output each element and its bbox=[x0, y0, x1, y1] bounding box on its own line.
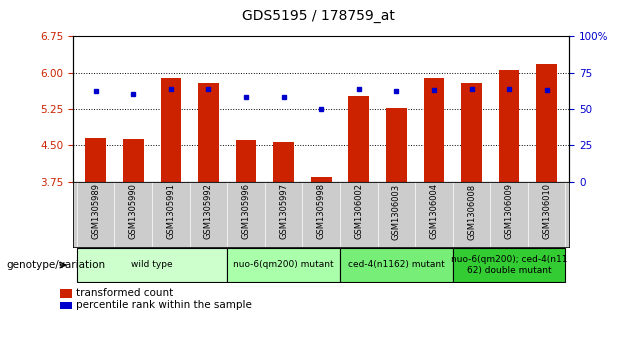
Text: GSM1305989: GSM1305989 bbox=[91, 183, 100, 240]
Text: GDS5195 / 178759_at: GDS5195 / 178759_at bbox=[242, 9, 394, 23]
Text: ced-4(n1162) mutant: ced-4(n1162) mutant bbox=[348, 261, 445, 269]
Bar bbox=[273, 142, 294, 182]
Bar bbox=[236, 140, 256, 182]
Bar bbox=[198, 83, 219, 182]
Bar bbox=[123, 139, 144, 182]
Text: GSM1305996: GSM1305996 bbox=[242, 183, 251, 240]
Bar bbox=[85, 138, 106, 182]
Text: GSM1306008: GSM1306008 bbox=[467, 183, 476, 240]
Bar bbox=[461, 83, 482, 182]
Text: GSM1305997: GSM1305997 bbox=[279, 183, 288, 240]
Bar bbox=[60, 289, 72, 298]
Text: GSM1305991: GSM1305991 bbox=[167, 183, 176, 239]
Text: genotype/variation: genotype/variation bbox=[6, 260, 106, 270]
Bar bbox=[160, 78, 181, 182]
Bar bbox=[424, 78, 445, 182]
Text: GSM1306004: GSM1306004 bbox=[429, 183, 438, 240]
FancyBboxPatch shape bbox=[77, 248, 227, 282]
Text: transformed count: transformed count bbox=[76, 288, 174, 298]
Text: GSM1306002: GSM1306002 bbox=[354, 183, 363, 240]
Bar bbox=[311, 177, 331, 182]
FancyBboxPatch shape bbox=[227, 248, 340, 282]
Bar bbox=[499, 70, 520, 182]
Bar bbox=[536, 64, 557, 182]
Text: nuo-6(qm200) mutant: nuo-6(qm200) mutant bbox=[233, 261, 334, 269]
Bar bbox=[349, 96, 369, 182]
Text: percentile rank within the sample: percentile rank within the sample bbox=[76, 300, 252, 310]
Text: GSM1305992: GSM1305992 bbox=[204, 183, 213, 239]
Text: GSM1305990: GSM1305990 bbox=[128, 183, 138, 239]
Text: GSM1306010: GSM1306010 bbox=[542, 183, 551, 240]
FancyBboxPatch shape bbox=[340, 248, 453, 282]
Text: GSM1306009: GSM1306009 bbox=[504, 183, 514, 240]
Text: GSM1305998: GSM1305998 bbox=[317, 183, 326, 240]
Text: GSM1306003: GSM1306003 bbox=[392, 183, 401, 240]
Text: wild type: wild type bbox=[131, 261, 173, 269]
Text: nuo-6(qm200); ced-4(n11
62) double mutant: nuo-6(qm200); ced-4(n11 62) double mutan… bbox=[451, 255, 567, 275]
Bar bbox=[60, 302, 72, 309]
Bar bbox=[386, 109, 406, 182]
FancyBboxPatch shape bbox=[453, 248, 565, 282]
